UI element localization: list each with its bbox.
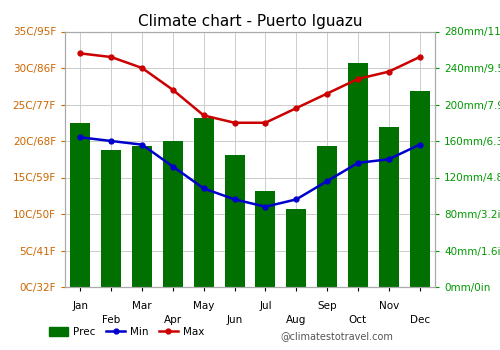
Bar <box>163 141 183 287</box>
Text: Dec: Dec <box>410 315 430 325</box>
Text: Oct: Oct <box>349 315 367 325</box>
Title: Climate chart - Puerto Iguazu: Climate chart - Puerto Iguazu <box>138 14 362 29</box>
Bar <box>378 127 399 287</box>
Text: Mar: Mar <box>132 301 152 311</box>
Bar <box>194 118 214 287</box>
Text: Sep: Sep <box>318 301 337 311</box>
Bar <box>317 146 337 287</box>
Text: Aug: Aug <box>286 315 306 325</box>
Bar <box>410 91 430 287</box>
Text: May: May <box>193 301 214 311</box>
Bar <box>70 123 90 287</box>
Bar <box>256 191 276 287</box>
Text: Jan: Jan <box>72 301 88 311</box>
Bar <box>132 146 152 287</box>
Text: Feb: Feb <box>102 315 120 325</box>
Text: Nov: Nov <box>378 301 399 311</box>
Text: Apr: Apr <box>164 315 182 325</box>
Bar <box>286 209 306 287</box>
Text: Jun: Jun <box>226 315 242 325</box>
Bar <box>101 150 121 287</box>
Text: Jul: Jul <box>259 301 272 311</box>
Legend: Prec, Min, Max: Prec, Min, Max <box>45 323 208 341</box>
Bar <box>224 155 244 287</box>
Text: @climatestotravel.com: @climatestotravel.com <box>280 331 393 341</box>
Bar <box>348 63 368 287</box>
